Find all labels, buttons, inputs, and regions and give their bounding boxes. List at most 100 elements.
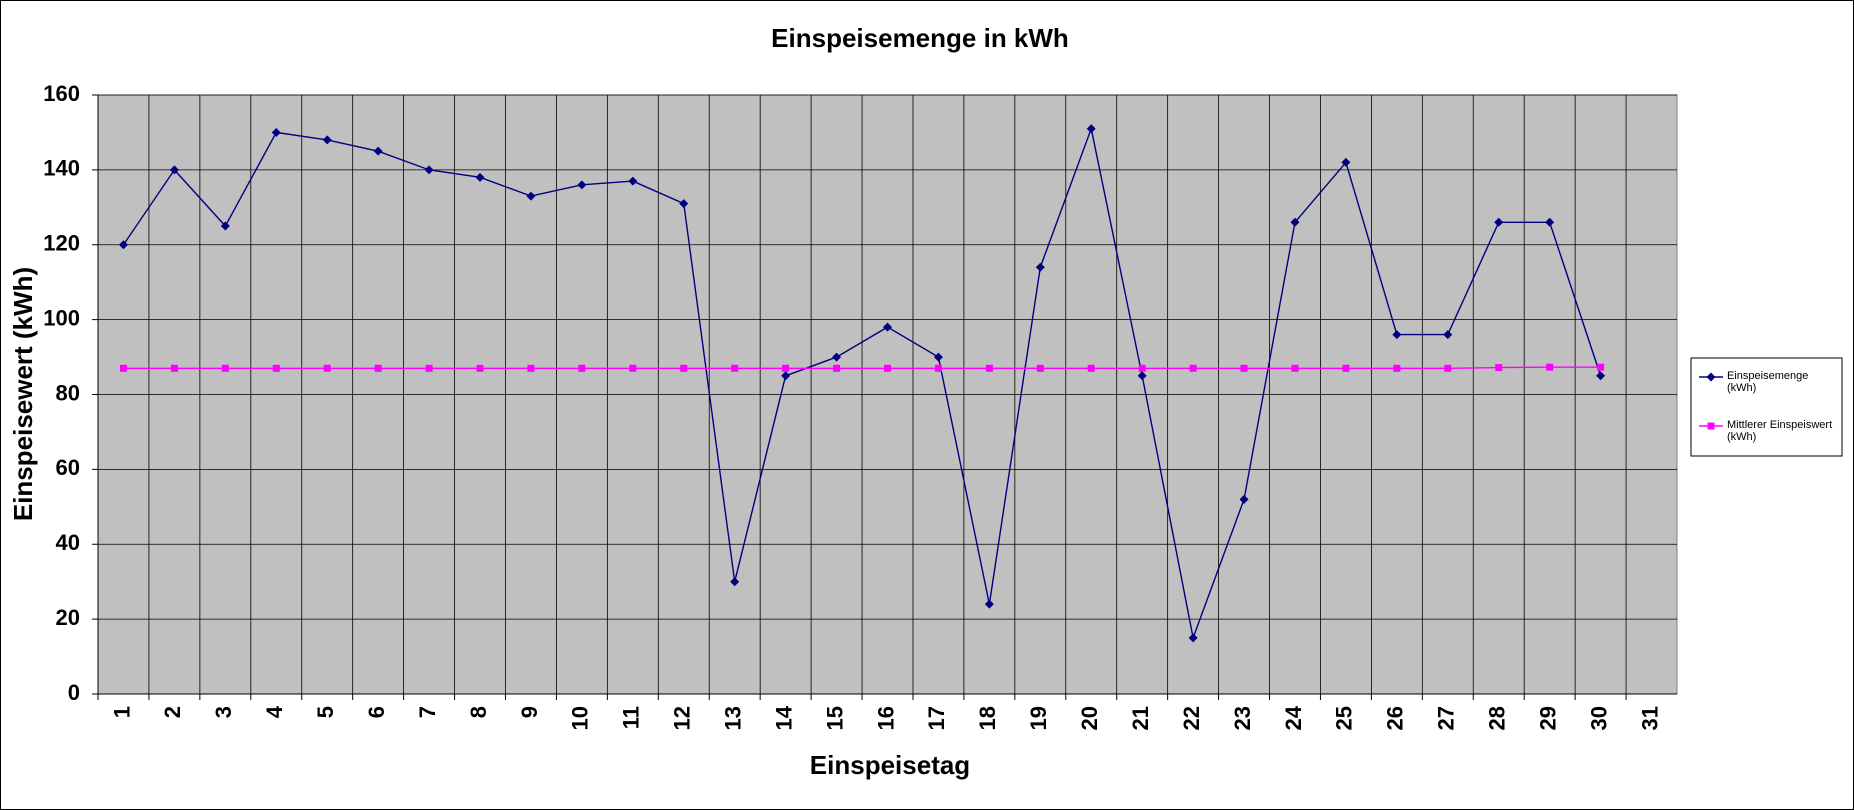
point [1137,371,1147,381]
point [1707,422,1715,430]
x-tick-label: 12 [670,706,695,730]
x-tick-label: 15 [822,706,847,730]
point [832,352,842,362]
point [984,599,994,609]
x-tick-label: 1 [109,706,134,718]
x-tick-label: 26 [1383,706,1408,730]
series-line [122,126,1602,641]
point [221,364,229,372]
series-line [123,366,1601,369]
x-tick-label: 29 [1535,706,1560,730]
point [884,364,891,372]
point [781,371,791,381]
x-tick-label: 13 [721,706,746,730]
chart-title: Einspeisemenge in kWh [771,23,1069,53]
point [169,165,179,175]
point [322,135,332,145]
point [679,199,689,209]
point [526,191,536,201]
legend-label: Einspeisemenge (kWh) [1727,370,1809,394]
point [424,165,434,175]
point [782,364,790,372]
x-tick-label: 10 [568,706,593,730]
x-tick-label: 21 [1128,706,1153,730]
point [271,127,281,137]
point [1035,262,1045,272]
x-tick-label: 22 [1179,706,1204,730]
point [527,364,535,372]
x-tick-label: 3 [211,706,236,718]
x-tick-label: 27 [1434,706,1459,730]
point [985,364,993,372]
point [1597,363,1605,371]
x-tick-label: 31 [1637,706,1662,730]
point [628,176,638,186]
point [425,364,433,372]
point [323,364,331,372]
point [1291,364,1299,372]
y-tick-label: 100 [43,305,80,330]
point [1546,363,1554,371]
x-tick-label: 7 [415,706,440,718]
point [1188,633,1198,643]
point [730,577,740,587]
x-tick-label: 4 [262,705,287,718]
point [883,322,892,332]
point [1189,364,1197,372]
point [1290,217,1300,227]
point [1341,157,1351,167]
x-tick-label: 16 [873,706,898,730]
point [272,364,280,372]
x-tick-label: 17 [924,706,949,730]
point [1443,330,1453,340]
point [476,364,484,372]
y-tick-label: 20 [56,605,80,630]
point [1495,364,1503,372]
point [577,180,587,190]
x-tick-label: 6 [364,706,389,718]
point [1087,364,1095,372]
y-tick-label: 80 [56,380,80,405]
point [680,364,688,372]
point [1240,364,1248,372]
legend-box [1690,357,1843,457]
point [629,364,637,372]
point [373,146,383,156]
x-tick-label: 11 [619,706,644,729]
y-tick-label: 140 [43,156,80,181]
y-tick-label: 160 [43,81,80,106]
point [1086,124,1096,134]
point [578,364,586,372]
point [1494,217,1504,227]
point [170,364,178,372]
x-tick-label: 18 [975,706,1000,730]
point [1706,372,1716,382]
x-tick-label: 25 [1332,706,1357,730]
point [220,221,230,231]
point [731,364,739,372]
point [1596,371,1606,381]
point [1036,364,1044,372]
point [1342,364,1350,372]
point [1444,364,1452,372]
x-tick-label: 24 [1281,705,1306,730]
y-tick-label: 40 [56,530,80,555]
x-tick-label: 30 [1586,706,1611,730]
x-tick-label: 28 [1485,706,1510,730]
legend-entry: Einspeisemenge (kWh) [1727,370,1809,394]
point [1393,364,1401,372]
x-tick-label: 14 [771,705,796,730]
x-tick-label: 20 [1077,706,1102,730]
x-tick-label: 2 [160,706,185,718]
y-axis-label: Einspeisewert (kWh) [8,267,38,521]
y-tick-label: 60 [56,455,80,480]
y-tick-label: 0 [68,680,80,705]
point [1392,330,1402,340]
legend-label: Mittlerer Einspeiswert (kWh) [1727,419,1833,443]
point [475,172,485,182]
point [1138,364,1146,372]
legend-entry: Mittlerer Einspeiswert (kWh) [1727,419,1833,443]
point [119,364,127,372]
y-tick-label: 120 [43,231,80,256]
